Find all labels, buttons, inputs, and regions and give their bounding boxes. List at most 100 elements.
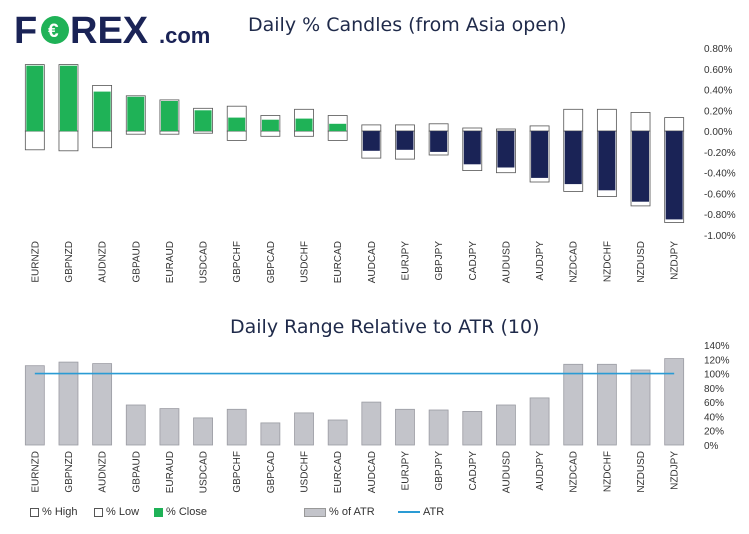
x-tick-label: AUDJPY [535,241,546,281]
close-bar [632,131,650,202]
atr-bar [226,408,247,446]
atr-bar [596,363,617,446]
close-bar [59,65,77,132]
atr-bar [294,412,314,446]
y-tick-label: 100% [704,370,730,381]
close-bar [228,117,246,132]
y-tick-label: 0.00% [704,127,732,138]
x-tick-label: EURJPY [401,451,412,491]
atr-bar [125,404,146,446]
x-tick-label: AUDJPY [535,451,546,491]
atr-bar [529,397,550,446]
x-tick-label: AUDCAD [367,451,378,493]
close-bar [261,119,279,132]
y-tick-label: 0.80% [704,44,732,55]
y-tick-label: -0.80% [704,210,736,221]
x-tick-label: NZDJPY [670,241,681,280]
chart-title-atr: Daily Range Relative to ATR (10) [230,316,540,338]
x-tick-label: NZDUSD [636,241,647,283]
x-tick-label: EURCAD [333,241,344,283]
close-bar [26,65,44,132]
x-tick-label: USDCHF [300,451,311,493]
x-tick-label: EURCAD [333,451,344,493]
close-bar [127,96,145,132]
close-bar [329,123,347,132]
x-tick-label: EURAUD [165,451,176,493]
x-tick-label: GBPCAD [266,451,277,493]
logo-letter-f: F [14,10,37,52]
coin-glyph: € [48,21,59,42]
x-tick-label: EURNZD [30,241,41,283]
close-bar [93,91,111,132]
x-tick-label: EURJPY [401,241,412,281]
close-bar [665,131,683,220]
x-tick-label: GBPJPY [434,241,445,281]
legend-label-low: % Low [106,506,140,518]
x-tick-label: GBPAUD [131,451,142,493]
atr-bar [58,361,79,446]
atr-bar [260,422,281,446]
x-tick-label: CADJPY [468,451,479,491]
legend-label-close: % Close [166,506,207,518]
y-tick-label: 20% [704,427,724,438]
close-bar [598,131,616,191]
x-tick-label: GBPNZD [64,241,75,283]
candles-chart: 0.80% 0.60% 0.40% 0.20% 0.00% -0.20% -0.40% -0.… [24,44,736,283]
y-tick-label: -0.60% [704,189,736,200]
x-tick-label: AUDCAD [367,241,378,283]
y-tick-label: -0.40% [704,169,736,180]
legend-item-close: % Close [154,506,207,518]
x-tick-label: NZDCAD [569,451,580,493]
legend-label-high: % High [42,506,78,518]
x-tick-label: AUDNZD [98,451,109,493]
atr-bar [563,363,584,446]
x-tick-label: NZDJPY [670,451,681,490]
y-tick-label: 140% [704,341,730,352]
atr-bar [428,409,449,446]
x-tick-label: CADJPY [468,241,479,281]
legend-swatch-close [154,507,163,517]
legend-item-atr-bar: % of ATR [304,506,375,518]
y-tick-label: 120% [704,355,730,366]
x-tick-label: USDCAD [199,451,210,493]
legend-item-atr-line: ATR [398,506,444,518]
y-tick-label: 0.60% [704,65,732,76]
y-tick-label: 60% [704,398,724,409]
legend-label-atr-bar: % of ATR [329,506,375,518]
x-tick-label: GBPAUD [131,241,142,283]
atr-bar [193,417,213,446]
y-tick-label: 0.20% [704,106,732,117]
close-bar [531,131,549,178]
x-tick-label: EURAUD [165,241,176,283]
legend-swatch-high [30,507,39,517]
close-bar [564,131,582,185]
x-tick-label: NZDCAD [569,241,580,283]
legend-swatch-atr-bar [304,507,326,517]
logo-suffix: .com [159,23,210,48]
x-tick-label: AUDNZD [98,241,109,283]
atr-bar [664,358,685,446]
x-tick-label: NZDCHF [602,451,613,492]
close-bar [295,118,313,132]
x-tick-label: USDCHF [300,241,311,283]
forex-logo: F € REX .com [14,10,210,52]
close-bar [160,101,178,132]
x-tick-label: GBPCHF [232,451,243,493]
atr-bar [496,404,516,446]
y-tick-label: 0.40% [704,86,732,97]
x-tick-label: USDCAD [199,241,210,283]
x-tick-label: NZDUSD [636,451,647,493]
x-tick-label: GBPCAD [266,241,277,283]
close-bar [396,131,414,150]
x-tick-label: GBPJPY [434,451,445,491]
atr-bar [327,419,348,446]
x-tick-label: NZDCHF [602,241,613,282]
atr-bar [395,408,415,446]
legend-label-atr-line: ATR [423,506,445,518]
atr-bar [361,401,382,446]
close-bar [463,131,481,165]
y-tick-label: 80% [704,384,724,395]
atr-bar [92,363,113,446]
coin-icon: € [41,16,69,44]
chart-title-candles: Daily % Candles (from Asia open) [248,14,567,36]
